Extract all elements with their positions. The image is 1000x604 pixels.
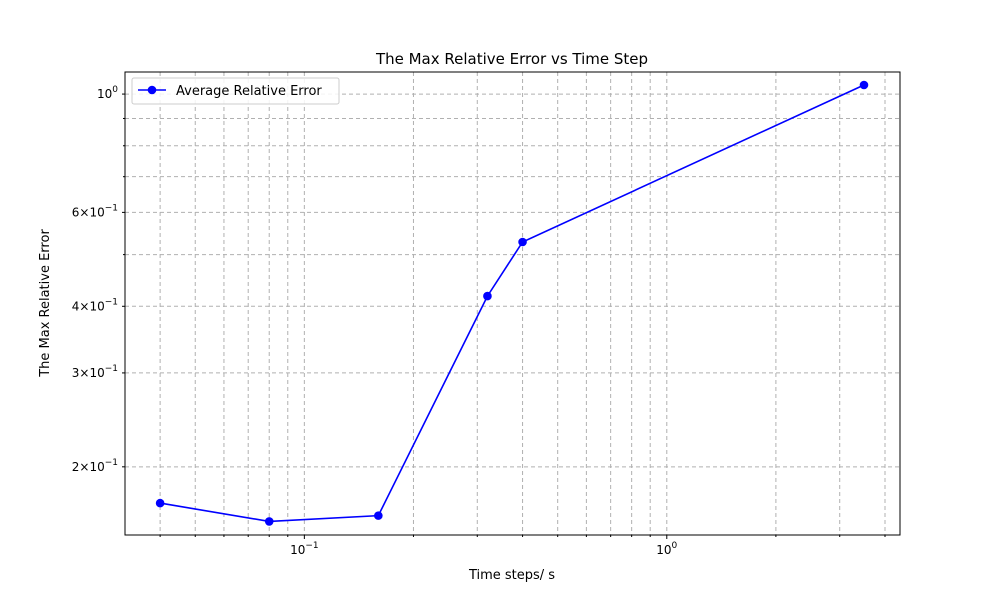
- y-tick-label: 100: [97, 85, 118, 101]
- legend: Average Relative Error: [131, 77, 340, 105]
- data-point: [483, 291, 492, 301]
- chart-title: The Max Relative Error vs Time Step: [375, 50, 648, 68]
- plot-frame: [124, 71, 901, 536]
- legend-box: [131, 77, 340, 105]
- legend-label: Average Relative Error: [176, 84, 322, 99]
- data-point: [264, 517, 274, 526]
- grid-layer: [125, 72, 900, 535]
- data-point: [518, 237, 527, 247]
- x-tick-label: 100: [656, 541, 677, 557]
- data-point: [155, 498, 165, 508]
- y-axis-label: The Max Relative Error: [38, 229, 53, 378]
- legend-marker: [147, 85, 157, 95]
- data-point: [859, 80, 869, 90]
- y-tick-label: 4×10−1: [72, 297, 118, 313]
- y-tick-label: 6×10−1: [72, 203, 118, 219]
- data-point: [374, 511, 383, 520]
- x-tick-label: 10−1: [290, 541, 319, 557]
- series-line: [159, 84, 865, 523]
- series-layer: [155, 80, 869, 526]
- tick-layer: 10−1 100 100 6×10−1 4×10−1 3×10−1 2×10−1: [72, 85, 886, 557]
- y-tick-label: 2×10−1: [72, 458, 118, 474]
- y-tick-label: 3×10−1: [72, 364, 118, 380]
- x-axis-label: Time steps/ s: [468, 568, 555, 583]
